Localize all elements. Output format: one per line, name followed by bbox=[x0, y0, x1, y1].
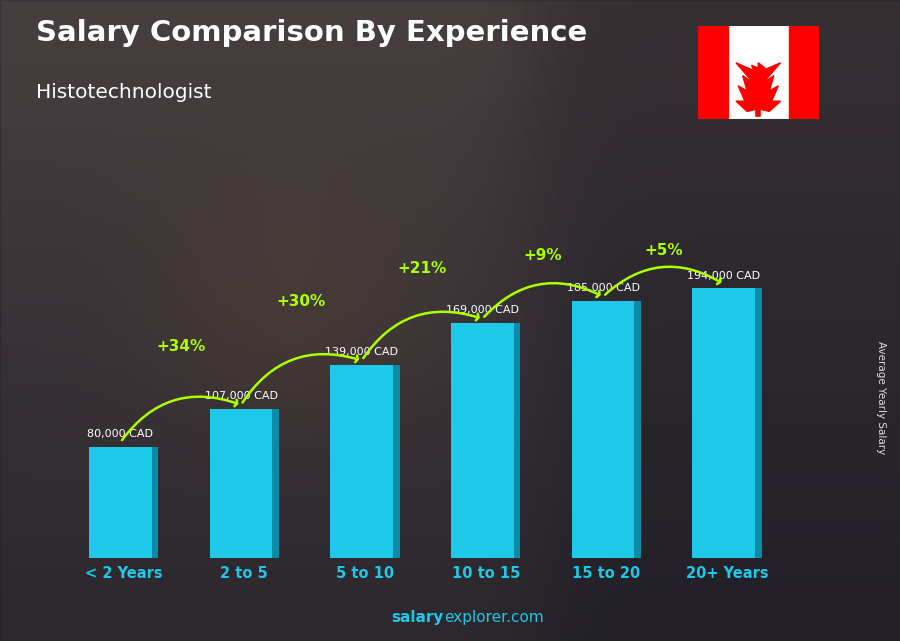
Text: +30%: +30% bbox=[276, 294, 326, 309]
Text: 169,000 CAD: 169,000 CAD bbox=[446, 305, 519, 315]
Text: 80,000 CAD: 80,000 CAD bbox=[87, 429, 153, 439]
Polygon shape bbox=[736, 63, 780, 112]
Polygon shape bbox=[89, 447, 152, 558]
Polygon shape bbox=[393, 365, 400, 558]
Text: Histotechnologist: Histotechnologist bbox=[36, 83, 211, 103]
Polygon shape bbox=[572, 301, 634, 558]
Text: salary: salary bbox=[392, 610, 444, 625]
Text: explorer.com: explorer.com bbox=[444, 610, 544, 625]
Polygon shape bbox=[514, 323, 520, 558]
Polygon shape bbox=[634, 301, 641, 558]
Text: +5%: +5% bbox=[644, 243, 683, 258]
Text: 194,000 CAD: 194,000 CAD bbox=[688, 271, 760, 281]
Text: +21%: +21% bbox=[398, 261, 446, 276]
Text: Average Yearly Salary: Average Yearly Salary bbox=[877, 341, 886, 454]
Polygon shape bbox=[451, 323, 514, 558]
Text: 139,000 CAD: 139,000 CAD bbox=[325, 347, 398, 357]
Text: Salary Comparison By Experience: Salary Comparison By Experience bbox=[36, 19, 587, 47]
Polygon shape bbox=[152, 447, 158, 558]
Polygon shape bbox=[755, 288, 761, 558]
Bar bbox=[788, 26, 819, 119]
Polygon shape bbox=[692, 288, 755, 558]
Polygon shape bbox=[330, 365, 393, 558]
Bar bbox=[698, 26, 728, 119]
Polygon shape bbox=[210, 409, 273, 558]
Text: 107,000 CAD: 107,000 CAD bbox=[204, 392, 277, 401]
Polygon shape bbox=[273, 409, 279, 558]
Text: 185,000 CAD: 185,000 CAD bbox=[567, 283, 640, 293]
Text: +34%: +34% bbox=[156, 338, 205, 353]
Text: +9%: +9% bbox=[524, 248, 562, 263]
